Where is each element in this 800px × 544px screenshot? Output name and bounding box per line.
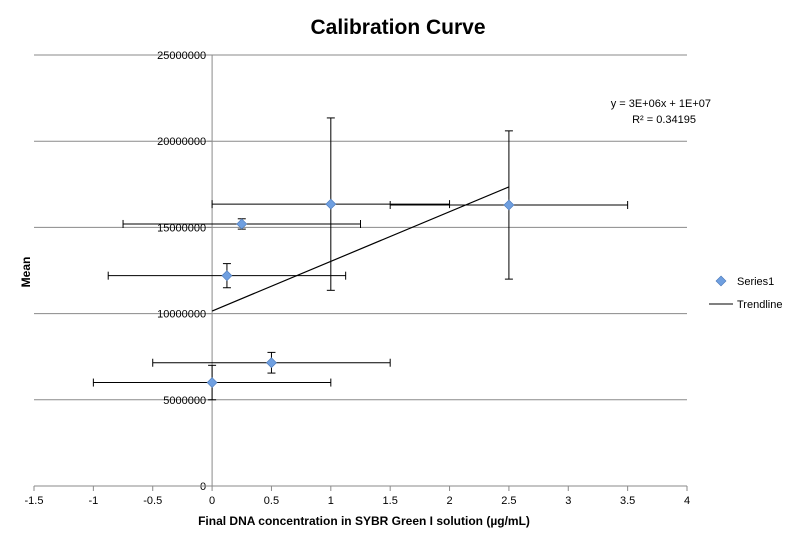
x-tick-label-11: 4	[684, 495, 690, 507]
chart-title: Calibration Curve	[310, 16, 485, 39]
trendline	[211, 186, 510, 312]
x-tick-label-6: 1.5	[383, 495, 398, 507]
error-bars	[92, 117, 629, 401]
x-tick-label-10: 3.5	[620, 495, 635, 507]
x-tick-label-8: 2.5	[501, 495, 516, 507]
data-point-5	[503, 199, 515, 211]
y-tick-label-1: 5000000	[163, 395, 206, 407]
y-tick-label-3: 15000000	[157, 222, 206, 234]
y-axis: 0 5000000 10000000 15000000 20000000 25000000	[157, 50, 213, 493]
legend-trendline-label: Trendline	[737, 299, 782, 311]
y-tick-label-0: 0	[200, 481, 206, 493]
x-tick-label-1: -1	[88, 495, 98, 507]
data-point-0	[206, 377, 218, 388]
data-point-1	[221, 270, 233, 282]
trendline-r-squared: R² = 0.34195	[632, 114, 696, 126]
x-tick-label-3: 0	[209, 495, 215, 507]
trendline-layer	[211, 186, 510, 312]
x-tick-label-7: 2	[446, 495, 452, 507]
y-axis-title: Mean	[19, 257, 33, 288]
x-tick-label-4: 0.5	[264, 495, 279, 507]
x-tick-label-5: 1	[328, 495, 334, 507]
y-tick-label-4: 20000000	[157, 136, 206, 148]
y-tick-label-5: 25000000	[157, 50, 206, 62]
data-point-3	[266, 357, 277, 369]
x-axis-title: Final DNA concentration in SYBR Green I …	[198, 514, 530, 528]
legend-series1-marker	[715, 275, 727, 287]
data-points	[206, 198, 515, 388]
x-tick-label-0: -1.5	[25, 495, 44, 507]
legend-series1-label: Series1	[737, 276, 774, 288]
data-point-2	[236, 218, 248, 230]
y-tick-label-2: 10000000	[157, 309, 206, 321]
x-axis: -1.5 -1 -0.5 0 0.5 1 1.5 2 2.5 3 3.5 4	[25, 485, 690, 507]
legend: Series1 Trendline	[709, 275, 782, 311]
x-tick-label-9: 3	[565, 495, 571, 507]
x-tick-label-2: -0.5	[143, 495, 162, 507]
data-point-4	[325, 198, 337, 210]
trendline-equation: y = 3E+06x + 1E+07	[611, 98, 711, 110]
